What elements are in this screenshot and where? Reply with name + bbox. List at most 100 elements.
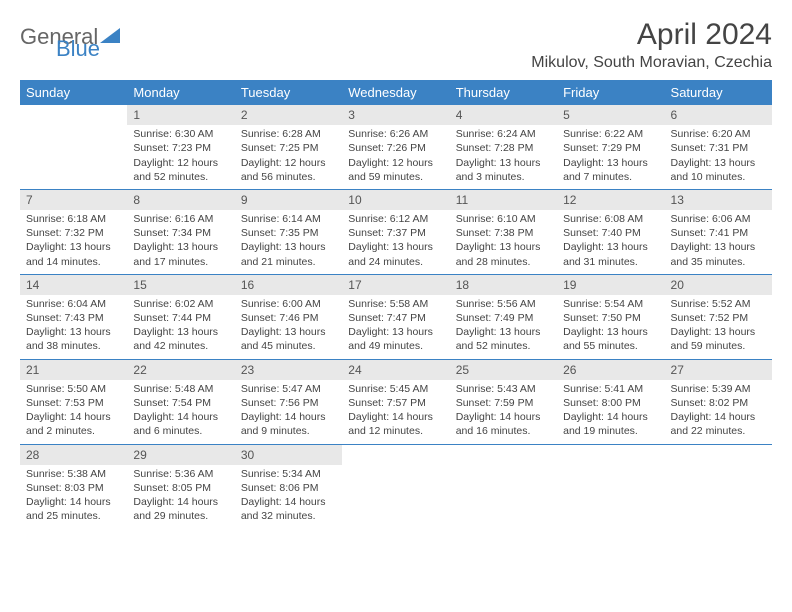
day-number: 10 [342,190,449,210]
location-text: Mikulov, South Moravian, Czechia [531,54,772,72]
day-number: 29 [127,445,234,465]
day-cell: 15Sunrise: 6:02 AMSunset: 7:44 PMDayligh… [127,275,234,359]
sunrise-text: Sunrise: 6:12 AM [348,212,443,226]
daylight-text: Daylight: 13 hours [563,240,658,254]
daylight-text: Daylight: 13 hours [456,156,551,170]
dow-cell: Saturday [665,80,772,105]
daylight-text: and 55 minutes. [563,339,658,353]
day-number: 26 [557,360,664,380]
sunset-text: Sunset: 7:37 PM [348,226,443,240]
day-cell: 2Sunrise: 6:28 AMSunset: 7:25 PMDaylight… [235,105,342,189]
day-number: 11 [450,190,557,210]
daylight-text: Daylight: 13 hours [241,240,336,254]
sunset-text: Sunset: 7:34 PM [133,226,228,240]
day-cell [665,445,772,529]
sunrise-text: Sunrise: 5:56 AM [456,297,551,311]
title-block: April 2024 Mikulov, South Moravian, Czec… [531,18,772,72]
sunset-text: Sunset: 7:25 PM [241,141,336,155]
day-cell: 25Sunrise: 5:43 AMSunset: 7:59 PMDayligh… [450,360,557,444]
daylight-text: and 6 minutes. [133,424,228,438]
day-cell: 12Sunrise: 6:08 AMSunset: 7:40 PMDayligh… [557,190,664,274]
day-cell: 29Sunrise: 5:36 AMSunset: 8:05 PMDayligh… [127,445,234,529]
dow-cell: Friday [557,80,664,105]
sunset-text: Sunset: 7:59 PM [456,396,551,410]
daylight-text: Daylight: 13 hours [348,325,443,339]
day-cell: 16Sunrise: 6:00 AMSunset: 7:46 PMDayligh… [235,275,342,359]
sunset-text: Sunset: 7:54 PM [133,396,228,410]
daylight-text: and 29 minutes. [133,509,228,523]
day-number: 3 [342,105,449,125]
daylight-text: and 35 minutes. [671,255,766,269]
daylight-text: Daylight: 14 hours [133,495,228,509]
day-number: 28 [20,445,127,465]
logo: General Blue [20,18,122,50]
daylight-text: Daylight: 13 hours [563,325,658,339]
daylight-text: and 31 minutes. [563,255,658,269]
day-cell [450,445,557,529]
daylight-text: Daylight: 13 hours [671,325,766,339]
daylight-text: Daylight: 13 hours [456,325,551,339]
day-cell: 4Sunrise: 6:24 AMSunset: 7:28 PMDaylight… [450,105,557,189]
day-cell: 26Sunrise: 5:41 AMSunset: 8:00 PMDayligh… [557,360,664,444]
sunrise-text: Sunrise: 6:14 AM [241,212,336,226]
dow-row: SundayMondayTuesdayWednesdayThursdayFrid… [20,80,772,105]
sunrise-text: Sunrise: 5:52 AM [671,297,766,311]
daylight-text: Daylight: 13 hours [348,240,443,254]
day-number: 20 [665,275,772,295]
day-cell: 21Sunrise: 5:50 AMSunset: 7:53 PMDayligh… [20,360,127,444]
calendar: SundayMondayTuesdayWednesdayThursdayFrid… [20,80,772,528]
day-number: 7 [20,190,127,210]
day-cell [20,105,127,189]
sunset-text: Sunset: 8:06 PM [241,481,336,495]
day-cell: 28Sunrise: 5:38 AMSunset: 8:03 PMDayligh… [20,445,127,529]
daylight-text: and 9 minutes. [241,424,336,438]
day-number: 9 [235,190,342,210]
day-cell: 11Sunrise: 6:10 AMSunset: 7:38 PMDayligh… [450,190,557,274]
sunset-text: Sunset: 7:56 PM [241,396,336,410]
day-cell: 30Sunrise: 5:34 AMSunset: 8:06 PMDayligh… [235,445,342,529]
day-number: 22 [127,360,234,380]
daylight-text: Daylight: 13 hours [26,240,121,254]
daylight-text: Daylight: 13 hours [241,325,336,339]
sunrise-text: Sunrise: 5:54 AM [563,297,658,311]
sunrise-text: Sunrise: 6:08 AM [563,212,658,226]
sunrise-text: Sunrise: 6:20 AM [671,127,766,141]
sunset-text: Sunset: 8:03 PM [26,481,121,495]
sunrise-text: Sunrise: 6:18 AM [26,212,121,226]
sunset-text: Sunset: 7:23 PM [133,141,228,155]
day-number: 14 [20,275,127,295]
daylight-text: Daylight: 14 hours [456,410,551,424]
day-cell: 5Sunrise: 6:22 AMSunset: 7:29 PMDaylight… [557,105,664,189]
sunrise-text: Sunrise: 6:28 AM [241,127,336,141]
day-cell [342,445,449,529]
sunset-text: Sunset: 7:26 PM [348,141,443,155]
day-number: 1 [127,105,234,125]
dow-cell: Sunday [20,80,127,105]
daylight-text: Daylight: 13 hours [563,156,658,170]
sunrise-text: Sunrise: 5:50 AM [26,382,121,396]
day-number: 8 [127,190,234,210]
day-cell: 20 Sunrise: 5:52 AMSunset: 7:52 PMDayligh… [665,275,772,359]
sunset-text: Sunset: 7:52 PM [671,311,766,325]
logo-text-blue: Blue [56,36,100,61]
daylight-text: and 52 minutes. [456,339,551,353]
sunset-text: Sunset: 7:46 PM [241,311,336,325]
day-number: 21 [20,360,127,380]
sunset-text: Sunset: 7:57 PM [348,396,443,410]
day-cell: 8Sunrise: 6:16 AMSunset: 7:34 PMDaylight… [127,190,234,274]
sunrise-text: Sunrise: 6:26 AM [348,127,443,141]
daylight-text: and 12 minutes. [348,424,443,438]
sunset-text: Sunset: 8:02 PM [671,396,766,410]
day-number: 19 [557,275,664,295]
day-number: 6 [665,105,772,125]
sunset-text: Sunset: 7:28 PM [456,141,551,155]
week-row: 1Sunrise: 6:30 AMSunset: 7:23 PMDaylight… [20,105,772,190]
dow-cell: Monday [127,80,234,105]
week-row: 14Sunrise: 6:04 AMSunset: 7:43 PMDayligh… [20,275,772,360]
daylight-text: and 52 minutes. [133,170,228,184]
sunrise-text: Sunrise: 5:47 AM [241,382,336,396]
day-number: 4 [450,105,557,125]
daylight-text: and 28 minutes. [456,255,551,269]
day-cell: 6Sunrise: 6:20 AMSunset: 7:31 PMDaylight… [665,105,772,189]
daylight-text: and 59 minutes. [348,170,443,184]
